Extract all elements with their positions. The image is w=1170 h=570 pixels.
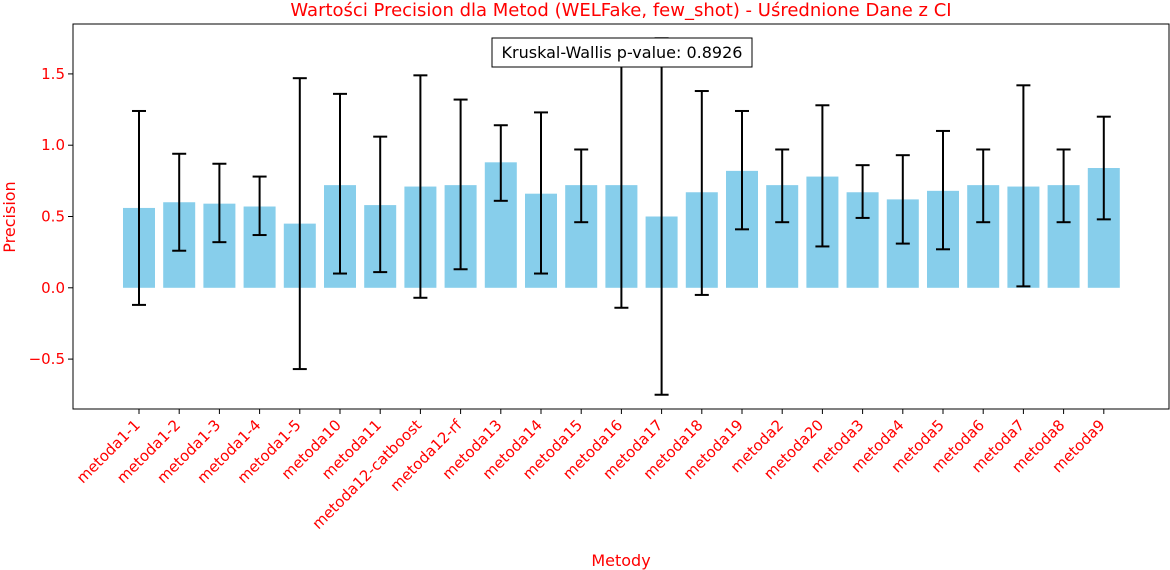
error-bar-metoda19 [735, 109, 749, 231]
y-tick-label: −0.5 [29, 350, 65, 368]
error-bar-metoda6 [976, 148, 991, 224]
annotation-text: Kruskal-Wallis p-value: 0.8926 [502, 43, 743, 62]
error-bar-metoda1-2 [172, 152, 187, 252]
error-bar-metoda12-rf [453, 98, 468, 271]
chart-title: Wartości Precision dla Metod (WELFake, f… [290, 0, 951, 21]
error-bar-metoda15 [574, 148, 589, 224]
y-tick-label: 0.5 [41, 208, 65, 226]
y-tick-label: 1.0 [41, 136, 65, 154]
error-bar-metoda8 [1056, 148, 1071, 224]
error-bar-metoda13 [493, 124, 508, 202]
y-tick-label: 0.0 [41, 279, 65, 297]
error-bar-metoda18 [694, 90, 709, 296]
plot-area: −0.50.00.51.01.5metoda1-1metoda1-2metoda… [29, 23, 1170, 533]
error-bar-metoda1-5 [292, 77, 307, 371]
error-bar-metoda1-1 [132, 109, 146, 306]
y-tick-label: 1.5 [41, 65, 65, 83]
error-bar-metoda14 [534, 111, 548, 275]
error-bar-metoda4 [895, 154, 910, 245]
error-bar-metoda5 [936, 129, 950, 251]
error-bar-metoda11 [373, 135, 388, 274]
error-bar-metoda1-4 [252, 175, 267, 237]
x-axis-label: Metody [591, 551, 650, 570]
error-bar-metoda1-3 [212, 162, 227, 244]
error-bar-metoda12-catboost [413, 74, 428, 299]
annotation-box [491, 37, 753, 68]
y-axis-label: Precision [0, 181, 19, 252]
error-bar-metoda2 [775, 148, 790, 224]
error-bar-metoda3 [855, 164, 870, 219]
error-bar-metoda7 [1016, 84, 1031, 288]
error-bar-metoda9 [1096, 115, 1111, 221]
error-bar-metoda20 [815, 104, 830, 248]
kruskal-wallis-annotation: Kruskal-Wallis p-value: 0.8926 [491, 37, 753, 68]
error-bar-metoda10 [333, 92, 347, 275]
